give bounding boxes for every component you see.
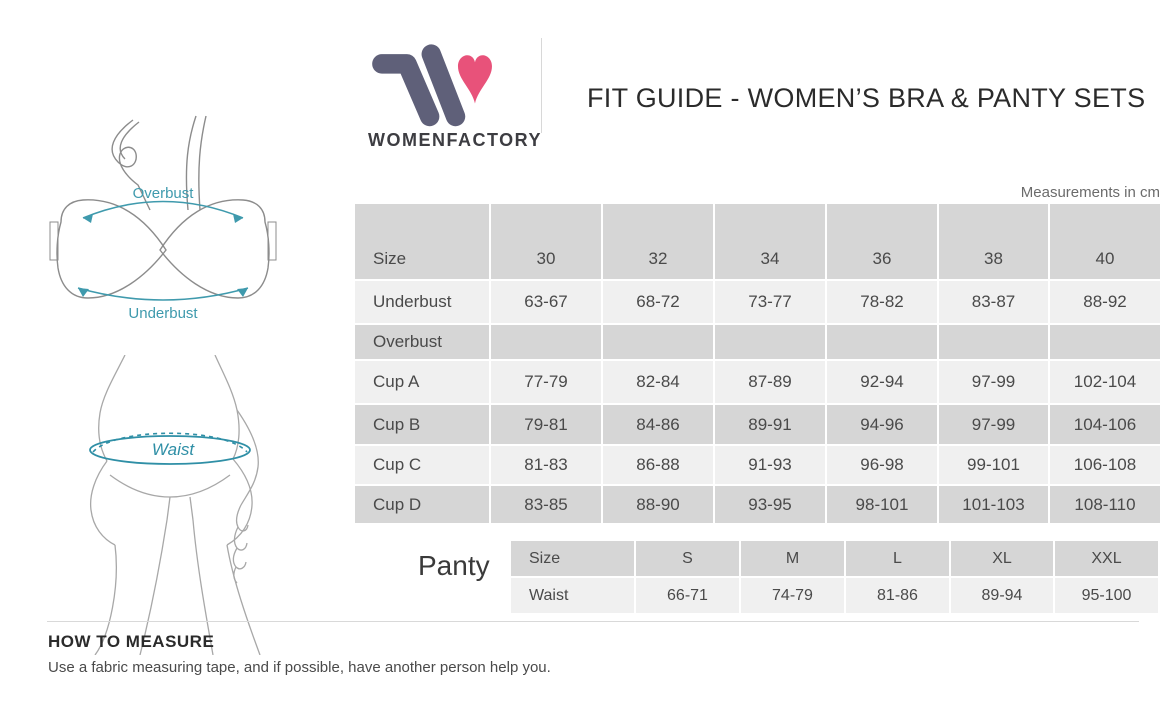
svg-text:Overbust: Overbust [133,185,195,202]
svg-text:Waist: Waist [152,440,195,459]
svg-text:Underbust: Underbust [128,305,198,322]
